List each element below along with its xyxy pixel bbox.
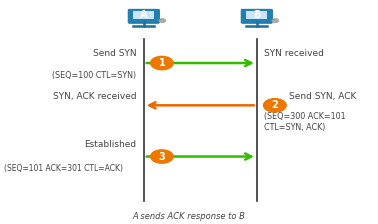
Circle shape xyxy=(150,56,173,70)
Text: (SEQ=100 CTL=SYN): (SEQ=100 CTL=SYN) xyxy=(52,71,136,80)
Text: 3: 3 xyxy=(158,151,165,162)
Text: Established: Established xyxy=(84,140,136,149)
FancyBboxPatch shape xyxy=(246,11,267,19)
FancyBboxPatch shape xyxy=(133,11,154,19)
FancyBboxPatch shape xyxy=(241,9,273,23)
Text: A: A xyxy=(140,10,147,20)
Circle shape xyxy=(263,99,286,112)
Circle shape xyxy=(150,150,173,163)
Text: SYN, ACK received: SYN, ACK received xyxy=(53,92,136,101)
Text: SYN received: SYN received xyxy=(264,49,324,58)
Text: CTL=SYN, ACK): CTL=SYN, ACK) xyxy=(264,123,326,132)
Text: (SEQ=300 ACK=101: (SEQ=300 ACK=101 xyxy=(264,112,346,121)
Text: 1: 1 xyxy=(158,58,165,68)
Text: B: B xyxy=(253,10,260,20)
Text: 2: 2 xyxy=(271,100,278,110)
Text: (SEQ=101 ACK=301 CTL=ACK): (SEQ=101 ACK=301 CTL=ACK) xyxy=(5,164,124,173)
FancyBboxPatch shape xyxy=(128,9,160,23)
Text: Send SYN, ACK: Send SYN, ACK xyxy=(289,92,356,101)
Circle shape xyxy=(273,19,279,22)
Circle shape xyxy=(160,19,166,22)
Text: A sends ACK response to B: A sends ACK response to B xyxy=(133,212,245,221)
Text: Send SYN: Send SYN xyxy=(93,49,136,58)
